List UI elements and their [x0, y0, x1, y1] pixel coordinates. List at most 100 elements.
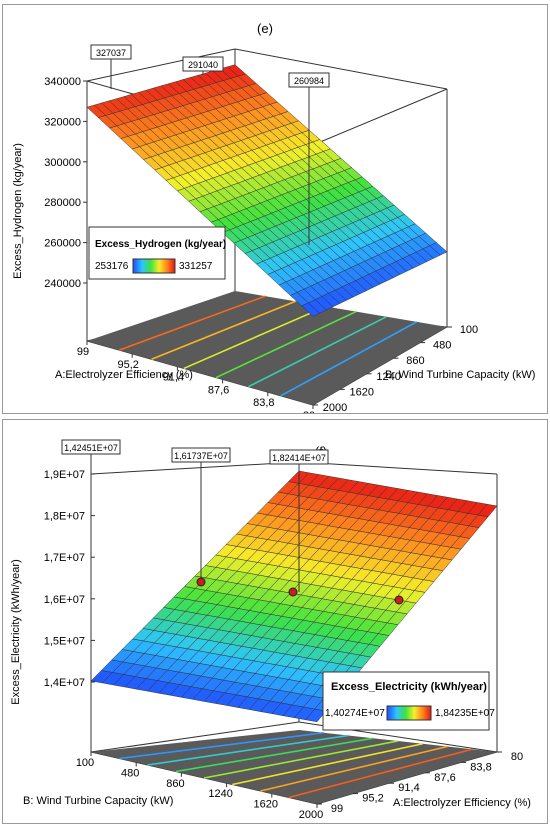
chart-f-z-label: Excess_Electricity (kWh/year) [10, 559, 22, 704]
chart-e-legend-min: 253176 [95, 261, 129, 272]
floor-contour-line [280, 321, 418, 397]
chart-f-legend-colorbar [386, 705, 432, 721]
axis-tick-label: 1,8E+07 [44, 511, 85, 523]
axis-tick-label: 87,6 [208, 384, 229, 396]
point-label-box [269, 449, 329, 465]
axis-tick-label: 1620 [254, 799, 278, 811]
floor-contour-line [215, 310, 357, 379]
chart-e-z-ticks: 340000 320000 300000 280000 260000 240000 [44, 76, 87, 290]
chart-e-legend-colorbar [132, 258, 176, 274]
point-label-box [182, 56, 224, 72]
axis-tick-label: 320000 [44, 116, 81, 128]
axis-tick-label: 100 [460, 324, 478, 336]
floor-contour-line [151, 300, 296, 361]
point-label-box [288, 72, 330, 88]
floor-contour-line [119, 731, 324, 760]
axis-tick-label: 300000 [44, 157, 81, 169]
axis-tick-label: 260000 [44, 238, 81, 250]
chart-e-y-label: B: Wind Turbine Capacity (kW) [385, 369, 535, 381]
axis-tick-label: 95,2 [117, 359, 138, 371]
axis-tick-label: 1,4E+07 [44, 677, 85, 689]
axis-tick-label: 1,6E+07 [44, 594, 85, 606]
floor-contour-line [203, 740, 399, 779]
axis-tick-label: 95,2 [362, 793, 383, 805]
axis-tick-label: 83,8 [253, 397, 274, 409]
chart-f-point-labels: 1,42451E+07 1,61737E+07 1,82414E+07 [61, 439, 404, 660]
chart-f-y-label: A:Electrolyzer Efficiency (%) [393, 797, 531, 809]
axis-tick-label: 860 [406, 355, 424, 367]
point-label-box [61, 439, 121, 455]
axis-tick-label: 280000 [44, 197, 81, 209]
axis-tick-label: 1,5E+07 [44, 635, 85, 647]
point-label: 327037 [96, 48, 126, 58]
axis-tick-label: 99 [77, 346, 89, 358]
chart-e-legend-max: 331257 [179, 261, 213, 272]
point-label: 1,82414E+07 [272, 453, 326, 463]
panel-label-e: (e) [257, 21, 273, 36]
point-label: 291040 [188, 60, 218, 70]
axis-tick-label: 100 [76, 757, 94, 769]
point-label: 1,42451E+07 [64, 443, 118, 453]
axis-tick-label: 87,6 [434, 772, 455, 784]
chart-f-legend-max: 1,84235E+07 [435, 708, 495, 719]
chart-e-floor [87, 291, 447, 405]
chart-e-x-ticks: 99 95,2 91,4 87,6 83,8 80 [77, 341, 315, 413]
chart-f-legend-title: Excess_Electricity (kWh/year) [331, 681, 487, 693]
chart-panel-e: 340000 320000 300000 280000 260000 240000 99 9… [2, 4, 548, 414]
floor-contour-line [232, 742, 423, 786]
chart-f-x-ticks: 100 480 860 1240 1620 2000 [76, 752, 323, 821]
axis-tick-label: 480 [433, 340, 451, 352]
chart-f-surface [90, 470, 498, 723]
floor-contour-line [248, 316, 387, 388]
axis-tick-label: 480 [121, 767, 139, 779]
point-label: 1,61737E+07 [174, 451, 228, 461]
chart-e-point-labels: 327037 291040 260984 [90, 44, 330, 245]
point-label: 260984 [294, 76, 324, 86]
floor-contour-line [119, 295, 266, 351]
chart-e-surface [86, 64, 448, 317]
axis-tick-label: 340000 [44, 76, 81, 88]
axis-tick-label: 91,4 [398, 782, 419, 794]
axis-tick-label: 1,7E+07 [44, 552, 85, 564]
chart-f-z-ticks: 1,9E+07 1,8E+07 1,7E+07 1,6E+07 1,5E+07 1,4E+… [44, 469, 95, 689]
axis-tick-label: 91,4 [163, 372, 184, 384]
axis-tick-label: 2000 [323, 402, 347, 413]
surface-cell [429, 242, 448, 256]
chart-f-legend-min: 1,40274E+07 [325, 708, 385, 719]
floor-contour-line [183, 305, 327, 370]
chart-e-legend-title: Excess_Hydrogen (kg/year) [95, 239, 226, 250]
design-point-marker [196, 577, 206, 587]
axis-tick-label: 860 [166, 778, 184, 790]
axis-tick-label: 80 [511, 751, 523, 763]
chart-e-x-label: A:Electrolyzer Efficiency (%) [55, 369, 193, 381]
axis-tick-label: 1240 [376, 371, 400, 383]
axis-tick-label: 83,8 [470, 761, 491, 773]
chart-e-z-label: Excess_Hydrogen (kg/year) [12, 143, 24, 279]
chart-e-floor-contours [119, 295, 418, 397]
floor-contour-line [175, 737, 374, 773]
surface-cell [477, 503, 498, 518]
axis-tick-label: 240000 [44, 278, 81, 290]
floor-contour-line [288, 748, 473, 799]
chart-f-legend: Excess_Electricity (kWh/year) 1,40274E+0… [322, 671, 495, 731]
axis-tick-label: 1240 [208, 788, 232, 800]
chart-e-legend: Excess_Hydrogen (kg/year) 253176 331257 [88, 226, 226, 280]
axis-tick-label: 1,9E+07 [44, 469, 85, 481]
chart-f-x-label: B: Wind Turbine Capacity (kW) [23, 795, 173, 807]
floor-contour-line [147, 734, 349, 766]
design-point-marker [394, 595, 404, 605]
axis-tick-label: 1620 [350, 386, 374, 398]
axis-tick-label: 99 [331, 803, 343, 815]
axis-tick-label: 2000 [299, 809, 323, 821]
axis-tick-label: 80 [303, 410, 315, 413]
chart-panel-f: 1,9E+07 1,8E+07 1,7E+07 1,6E+07 1,5E+07 1,4E+… [2, 419, 548, 824]
point-label-box [90, 44, 132, 60]
point-label-box [171, 447, 231, 463]
chart-f-svg: 1,9E+07 1,8E+07 1,7E+07 1,6E+07 1,5E+07 1,4E+… [10, 439, 531, 821]
chart-f-y-ticks: 80 83,8 87,6 91,4 95,2 99 [317, 751, 523, 815]
chart-f-floor [91, 730, 497, 804]
design-point-marker [288, 587, 298, 597]
chart-f-floor-contours [119, 731, 473, 799]
